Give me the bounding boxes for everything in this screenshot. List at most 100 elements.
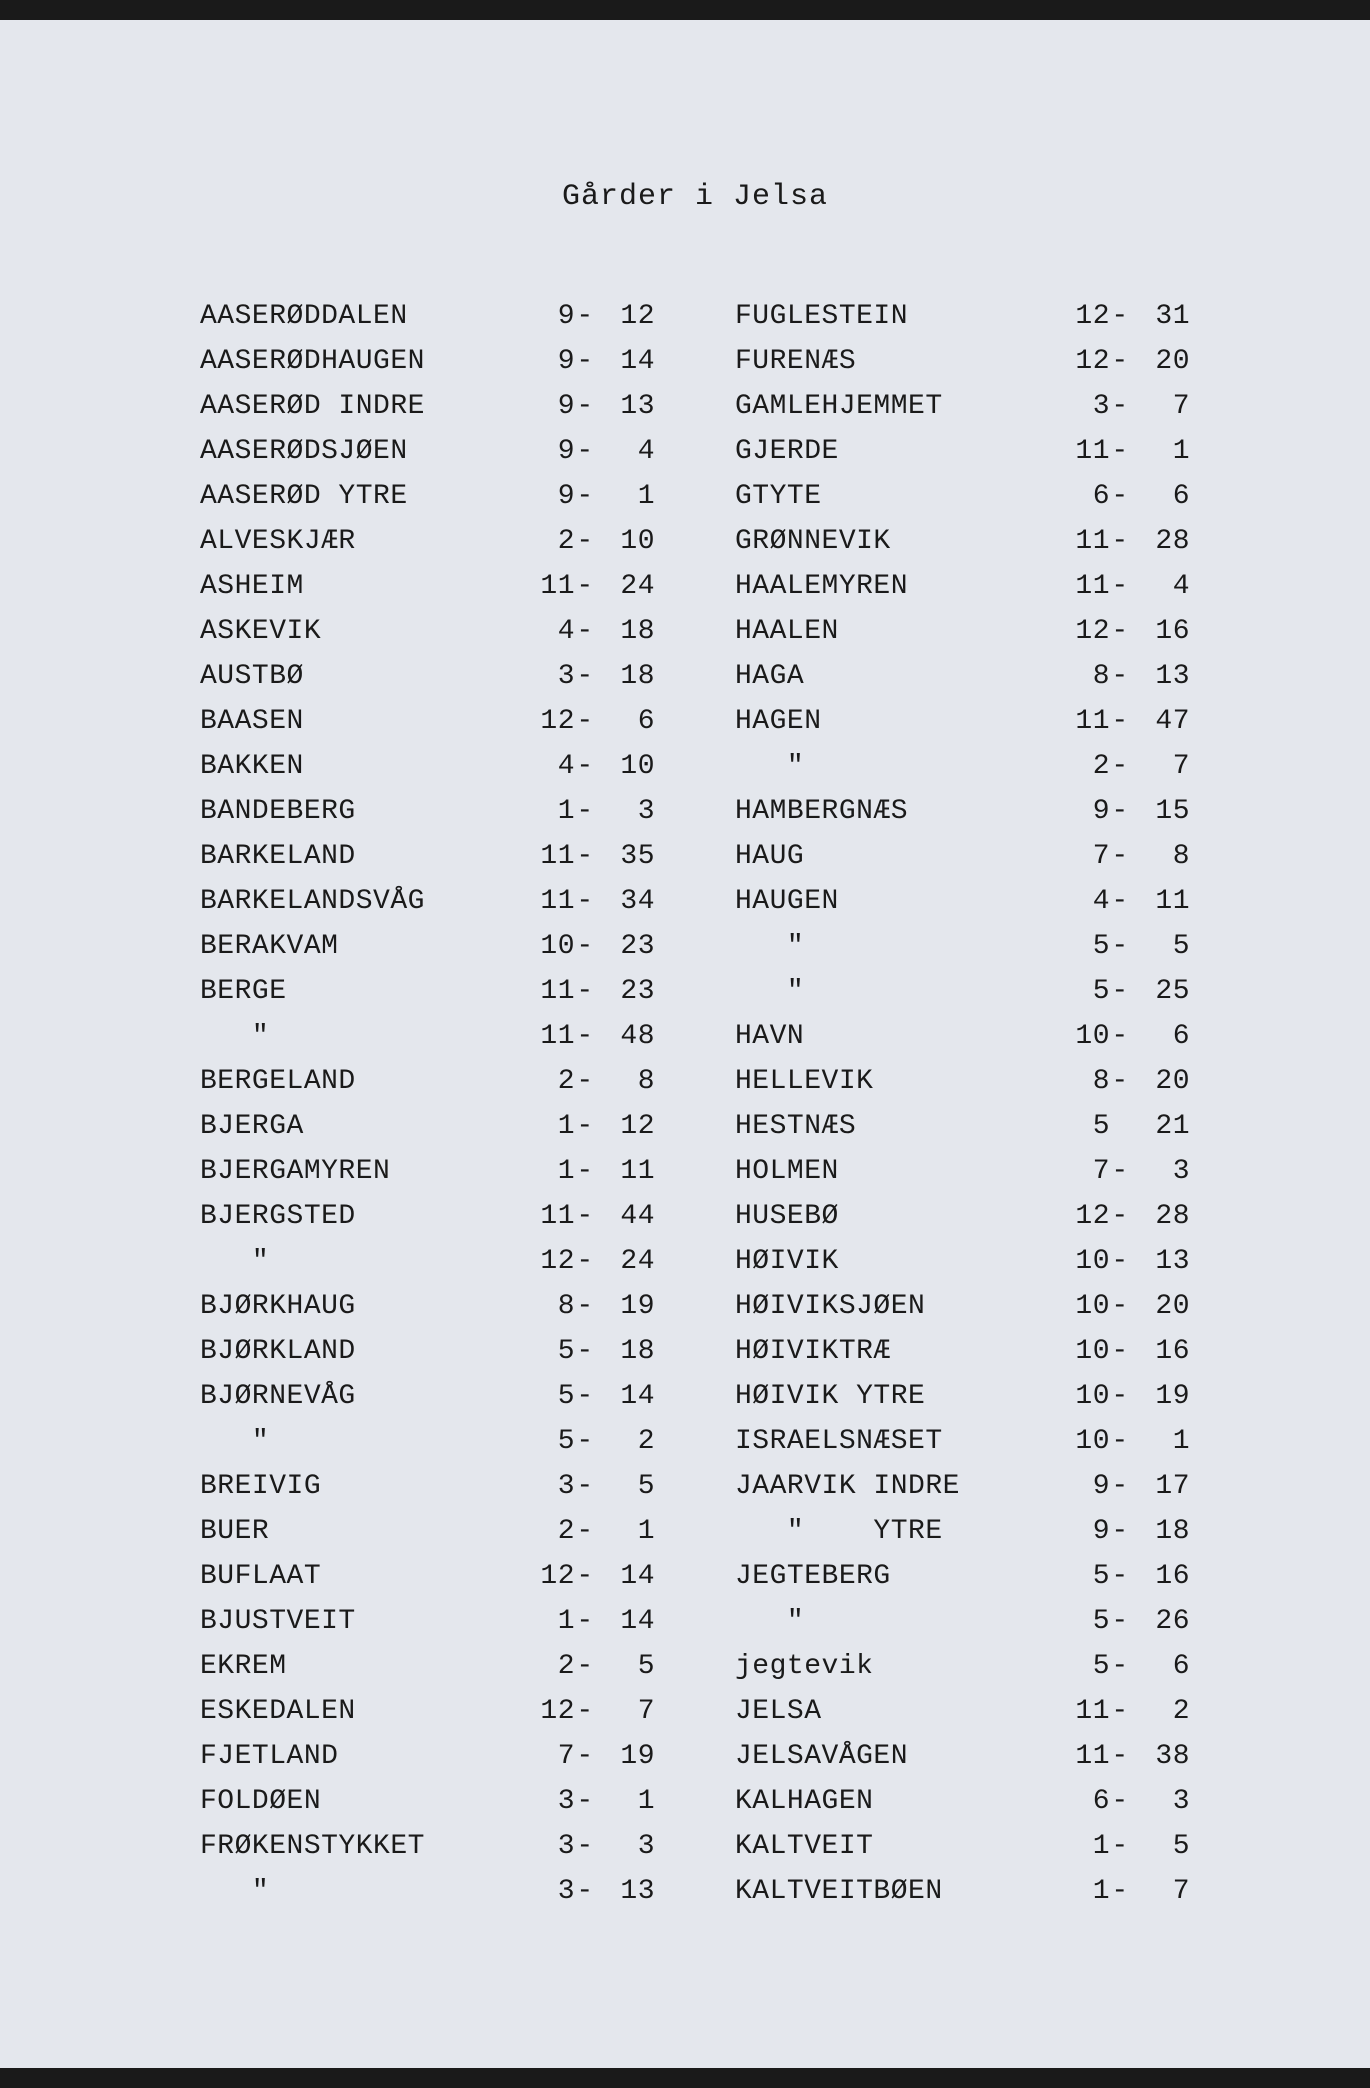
farm-name: ": [200, 1239, 515, 1284]
number-b: 21: [1130, 1104, 1190, 1149]
number-a: 11: [515, 1194, 575, 1239]
number-b: 18: [595, 654, 655, 699]
farm-name: HØIVIK YTRE: [735, 1374, 1050, 1419]
farm-name: JAARVIK INDRE: [735, 1464, 1050, 1509]
dash: -: [575, 789, 595, 834]
number-b: 24: [595, 564, 655, 609]
number-b: 1: [595, 1779, 655, 1824]
dash: -: [1110, 699, 1130, 744]
dash: -: [1110, 1374, 1130, 1419]
dash: -: [1110, 1689, 1130, 1734]
number-a: 9: [515, 474, 575, 519]
table-row: "5-25: [735, 969, 1190, 1014]
dash: -: [575, 1779, 595, 1824]
dash: -: [575, 1014, 595, 1059]
dash: -: [575, 294, 595, 339]
number-a: 3: [1050, 384, 1110, 429]
number-b: 19: [595, 1734, 655, 1779]
dash: -: [1110, 879, 1130, 924]
dash: -: [1110, 1464, 1130, 1509]
table-row: FURENÆS12-20: [735, 339, 1190, 384]
table-row: HAALEMYREN11-4: [735, 564, 1190, 609]
dash: -: [1110, 384, 1130, 429]
farm-name: ISRAELSNÆSET: [735, 1419, 1050, 1464]
number-b: 13: [595, 384, 655, 429]
farm-name: FRØKENSTYKKET: [200, 1824, 515, 1869]
number-b: 20: [1130, 1284, 1190, 1329]
table-row: jegtevik5-6: [735, 1644, 1190, 1689]
number-a: 8: [515, 1284, 575, 1329]
farm-name: jegtevik: [735, 1644, 1050, 1689]
number-a: 1: [1050, 1824, 1110, 1869]
farm-name: AASERØD INDRE: [200, 384, 515, 429]
number-a: 12: [515, 699, 575, 744]
number-b: 47: [1130, 699, 1190, 744]
dash: -: [1110, 1329, 1130, 1374]
farm-name: BJUSTVEIT: [200, 1599, 515, 1644]
farm-name: HAGA: [735, 654, 1050, 699]
dash: -: [575, 744, 595, 789]
number-a: 2: [515, 519, 575, 564]
number-b: 14: [595, 1599, 655, 1644]
dash: -: [1110, 1644, 1130, 1689]
number-b: 48: [595, 1014, 655, 1059]
table-row: BERAKVAM10-23: [200, 924, 655, 969]
farm-name: AASERØDDALEN: [200, 294, 515, 339]
farm-name: HØIVIKTRÆ: [735, 1329, 1050, 1374]
number-b: 25: [1130, 969, 1190, 1014]
number-a: 11: [1050, 699, 1110, 744]
dash: -: [1110, 1194, 1130, 1239]
number-b: 8: [1130, 834, 1190, 879]
dash: -: [1110, 1149, 1130, 1194]
table-row: FJETLAND7-19: [200, 1734, 655, 1779]
dash: -: [575, 924, 595, 969]
number-b: 44: [595, 1194, 655, 1239]
table-row: AASERØDSJØEN9-4: [200, 429, 655, 474]
number-b: 2: [1130, 1689, 1190, 1734]
number-b: 3: [1130, 1779, 1190, 1824]
farm-name: BJERGAMYREN: [200, 1149, 515, 1194]
farm-name: BERGE: [200, 969, 515, 1014]
dash: -: [575, 1059, 595, 1104]
table-row: JELSAVÅGEN11-38: [735, 1734, 1190, 1779]
number-b: 18: [1130, 1509, 1190, 1554]
number-b: 23: [595, 969, 655, 1014]
number-b: 17: [1130, 1464, 1190, 1509]
dash: -: [1110, 924, 1130, 969]
number-b: 18: [595, 609, 655, 654]
farm-name: HAUG: [735, 834, 1050, 879]
number-b: 38: [1130, 1734, 1190, 1779]
table-row: "12-24: [200, 1239, 655, 1284]
number-a: 3: [515, 1779, 575, 1824]
number-a: 7: [1050, 834, 1110, 879]
number-b: 35: [595, 834, 655, 879]
dash: [1110, 1104, 1130, 1149]
farm-name: ": [735, 1599, 1050, 1644]
dash: -: [575, 564, 595, 609]
farm-name: HAGEN: [735, 699, 1050, 744]
number-a: 5: [1050, 969, 1110, 1014]
dash: -: [575, 969, 595, 1014]
table-row: "2-7: [735, 744, 1190, 789]
number-a: 11: [515, 564, 575, 609]
number-a: 3: [515, 1869, 575, 1914]
number-a: 11: [515, 1014, 575, 1059]
dash: -: [575, 519, 595, 564]
table-row: FRØKENSTYKKET3-3: [200, 1824, 655, 1869]
number-a: 10: [1050, 1284, 1110, 1329]
number-a: 10: [1050, 1329, 1110, 1374]
farm-name: ESKEDALEN: [200, 1689, 515, 1734]
dash: -: [575, 1374, 595, 1419]
dash: -: [575, 1554, 595, 1599]
number-b: 12: [595, 294, 655, 339]
dash: -: [1110, 1239, 1130, 1284]
number-a: 1: [515, 1149, 575, 1194]
number-a: 11: [1050, 1734, 1110, 1779]
table-row: FOLDØEN3-1: [200, 1779, 655, 1824]
table-row: HØIVIKTRÆ10-16: [735, 1329, 1190, 1374]
farm-name: GRØNNEVIK: [735, 519, 1050, 564]
dash: -: [575, 1644, 595, 1689]
number-b: 2: [595, 1419, 655, 1464]
farm-name: ": [735, 924, 1050, 969]
table-row: GAMLEHJEMMET3-7: [735, 384, 1190, 429]
